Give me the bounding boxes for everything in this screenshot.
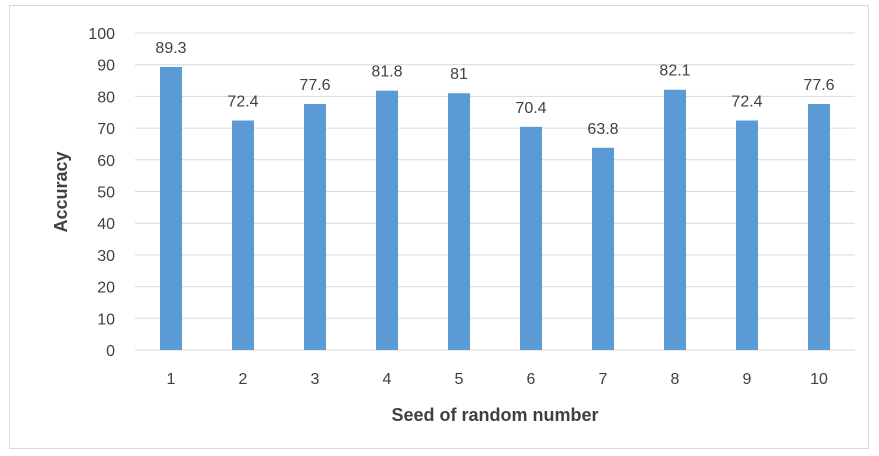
bar: [736, 120, 758, 350]
y-tick-label: 80: [97, 89, 115, 106]
x-tick-label: 4: [383, 371, 392, 388]
y-axis-title: Accuracy: [51, 151, 71, 232]
x-tick-label: 6: [527, 371, 536, 388]
data-label: 81: [450, 66, 468, 83]
data-label: 82.1: [659, 63, 690, 80]
bar: [448, 93, 470, 350]
bar: [376, 90, 398, 350]
data-label: 72.4: [731, 93, 762, 110]
y-tick-label: 10: [97, 311, 115, 328]
bar: [232, 120, 254, 350]
data-label: 89.3: [155, 40, 186, 57]
data-label: 77.6: [803, 77, 834, 94]
y-tick-label: 30: [97, 248, 115, 265]
y-tick-label: 20: [97, 280, 115, 297]
x-tick-label: 10: [810, 371, 828, 388]
y-tick-label: 100: [88, 26, 115, 43]
x-tick-label: 7: [599, 371, 608, 388]
bar: [808, 104, 830, 351]
x-tick-labels: 1 2 3 4 5 6 7 8 9 10: [167, 371, 828, 388]
data-labels: 89.3 72.4 77.6 81.8 81 70.4 63.8 82.1 72.4 77.6: [155, 40, 834, 138]
bars: [160, 66, 830, 351]
data-label: 77.6: [299, 77, 330, 94]
data-label: 63.8: [587, 121, 618, 138]
x-tick-label: 1: [167, 371, 176, 388]
chart-frame: [9, 5, 869, 449]
x-axis-title: Seed of random number: [391, 405, 598, 425]
y-tick-labels: 0 10 20 30 40 50 60 70 80 90 100: [88, 26, 115, 360]
y-tick-label: 70: [97, 121, 115, 138]
y-tick-label: 40: [97, 216, 115, 233]
data-label: 72.4: [227, 93, 258, 110]
x-tick-label: 8: [671, 371, 680, 388]
bar: [592, 147, 614, 350]
y-tick-label: 60: [97, 153, 115, 170]
data-label: 81.8: [371, 64, 402, 81]
data-label: 70.4: [515, 100, 546, 117]
y-tick-label: 90: [97, 58, 115, 75]
bar: [664, 89, 686, 351]
bar: [520, 126, 542, 350]
x-tick-label: 3: [311, 371, 320, 388]
x-tick-label: 5: [455, 371, 464, 388]
x-tick-label: 9: [743, 371, 752, 388]
x-tick-label: 2: [239, 371, 248, 388]
gridlines: [135, 32, 855, 351]
y-tick-label: 50: [97, 185, 115, 202]
bar: [304, 104, 326, 351]
y-tick-label: 0: [106, 343, 115, 360]
bar: [160, 66, 182, 350]
